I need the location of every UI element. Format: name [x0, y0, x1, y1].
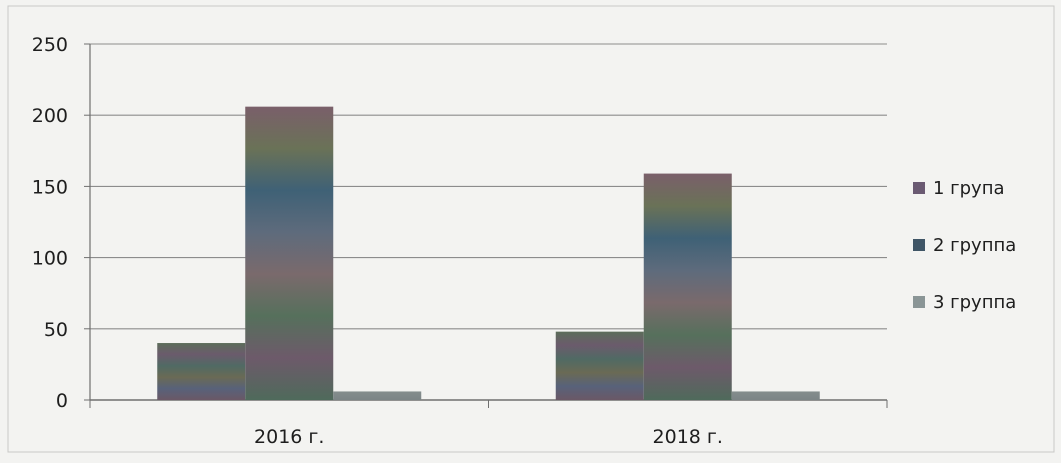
- y-tick-label: 150: [32, 176, 68, 198]
- bar: [157, 343, 246, 400]
- legend-swatch: [913, 296, 925, 308]
- y-tick-label: 200: [32, 105, 68, 127]
- bar: [731, 391, 820, 400]
- legend-label: 1 група: [933, 178, 1005, 199]
- x-tick-label: 2016 г.: [254, 426, 324, 448]
- legend-swatch: [913, 182, 925, 194]
- y-tick-label: 100: [32, 248, 68, 270]
- legend-swatch: [913, 239, 925, 251]
- bar: [245, 106, 334, 400]
- bar: [555, 331, 644, 400]
- x-axis: 2016 г. 2018 г.: [89, 400, 888, 448]
- x-tick-label: 2018 г.: [653, 426, 723, 448]
- legend: 1 група 2 группа 3 группа: [913, 178, 1016, 313]
- bar: [333, 391, 422, 400]
- bar: [643, 173, 732, 400]
- bars: [157, 106, 820, 400]
- y-axis: 0 50 100 150 200 250: [32, 34, 91, 412]
- legend-label: 2 группа: [933, 235, 1016, 256]
- legend-label: 3 группа: [933, 292, 1016, 313]
- chart-border: [7, 5, 1055, 453]
- y-tick-label: 250: [32, 34, 68, 56]
- y-tick-label: 0: [56, 390, 68, 412]
- y-tick-label: 50: [44, 319, 68, 341]
